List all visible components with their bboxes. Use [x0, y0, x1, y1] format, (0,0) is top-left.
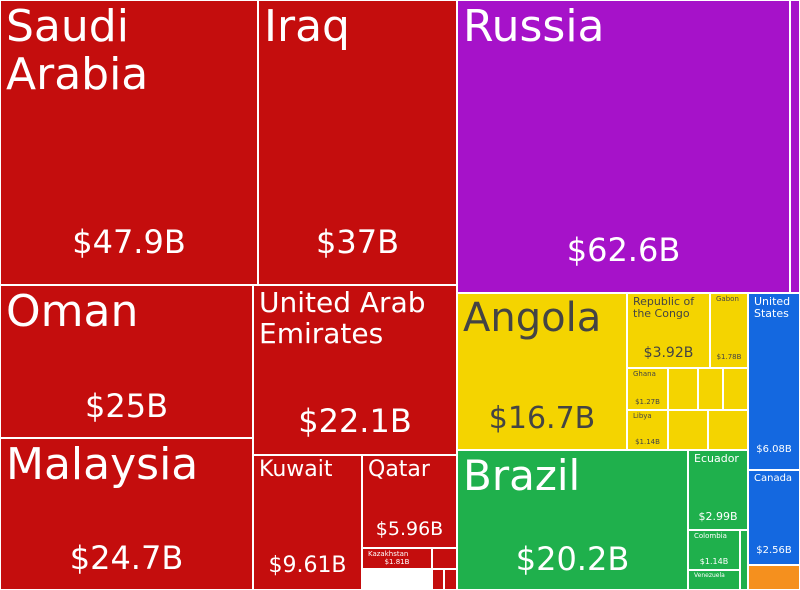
minor-tile — [748, 565, 800, 590]
tile: Saudi Arabia $47.9B — [0, 0, 258, 285]
tile-label: United States — [754, 295, 791, 321]
value-label: $20.2B — [515, 539, 630, 578]
value-label: $9.61B — [268, 553, 347, 579]
minor-tile — [668, 410, 708, 450]
tile: Canada $2.56B — [748, 470, 800, 565]
value-label: $5.96B — [375, 517, 444, 540]
tile-label: Angola — [463, 295, 602, 341]
minor-tile — [432, 548, 457, 569]
value-label: $16.7B — [488, 401, 596, 437]
value-label: $1.78B — [716, 353, 742, 361]
minor-tile — [432, 569, 444, 590]
tile-label: Ghana — [633, 370, 656, 378]
tile: Oman $25B — [0, 285, 253, 438]
tile-label: Kazakhstan — [368, 550, 409, 558]
tile-label: Russia — [463, 1, 605, 52]
minor-tile — [668, 368, 698, 410]
tile-label: Republic of the Congo — [633, 295, 695, 321]
value-label: $1.14B — [635, 437, 660, 446]
value-label: $2.56B — [756, 545, 792, 557]
value-label: $47.9B — [72, 223, 186, 262]
tile-label: Libya — [633, 412, 652, 420]
tile: Gabon $1.78B — [710, 293, 748, 368]
tile: United States $6.08B — [748, 293, 800, 470]
tile-label: Oman — [6, 286, 139, 337]
tile: Kuwait $9.61B — [253, 455, 362, 590]
minor-tile — [790, 0, 800, 293]
tile: Russia $62.6B — [457, 0, 790, 293]
tile-label: Brazil — [463, 451, 581, 500]
tile-label: Qatar — [368, 457, 430, 482]
tile-label: Colombia — [694, 532, 727, 540]
value-label: $62.6B — [566, 230, 681, 269]
minor-tile — [723, 368, 748, 410]
tile-label: Malaysia — [6, 439, 199, 490]
tile: Iraq $37B — [258, 0, 457, 285]
minor-tile — [740, 530, 748, 590]
value-label: $1.14B — [699, 556, 729, 566]
tile-label: Iraq — [264, 1, 350, 52]
tile: Republic of the Congo $3.92B — [627, 293, 710, 368]
value-label: $37B — [315, 223, 400, 262]
value-label: $24.7B — [69, 538, 184, 577]
minor-tile — [444, 569, 457, 590]
tile: Kazakhstan $1.81B — [362, 548, 432, 569]
value-label: $1.81B — [384, 558, 410, 566]
tile: Ghana $1.27B — [627, 368, 668, 410]
tile: Brazil $20.2B — [457, 450, 688, 590]
tile-label: Venezuela — [694, 572, 725, 579]
tile: Colombia $1.14B — [688, 530, 740, 570]
tile: Ecuador $2.99B — [688, 450, 748, 530]
value-label: $3.92B — [643, 345, 694, 361]
value-label: $22.1B — [298, 402, 412, 441]
value-label: $6.08B — [756, 443, 792, 455]
tile: Malaysia $24.7B — [0, 438, 253, 590]
minor-tile — [708, 410, 748, 450]
tile: Libya $1.14B — [627, 410, 668, 450]
tile: Venezuela — [688, 570, 740, 590]
tile-label: Saudi Arabia — [6, 1, 149, 101]
tile: United Arab Emirates $22.1B — [253, 285, 457, 455]
tile-label: United Arab Emirates — [259, 286, 426, 350]
tile: Qatar $5.96B — [362, 455, 457, 548]
tile-label: Gabon — [716, 295, 739, 303]
value-label: $1.27B — [635, 397, 660, 406]
tile: Angola $16.7B — [457, 293, 627, 450]
tile-label: Kuwait — [259, 457, 333, 482]
value-label: $2.99B — [698, 509, 738, 523]
tile-label: Ecuador — [694, 452, 739, 465]
tile-label: Canada — [754, 473, 793, 484]
minor-tile — [698, 368, 723, 410]
value-label: $25B — [84, 386, 169, 425]
